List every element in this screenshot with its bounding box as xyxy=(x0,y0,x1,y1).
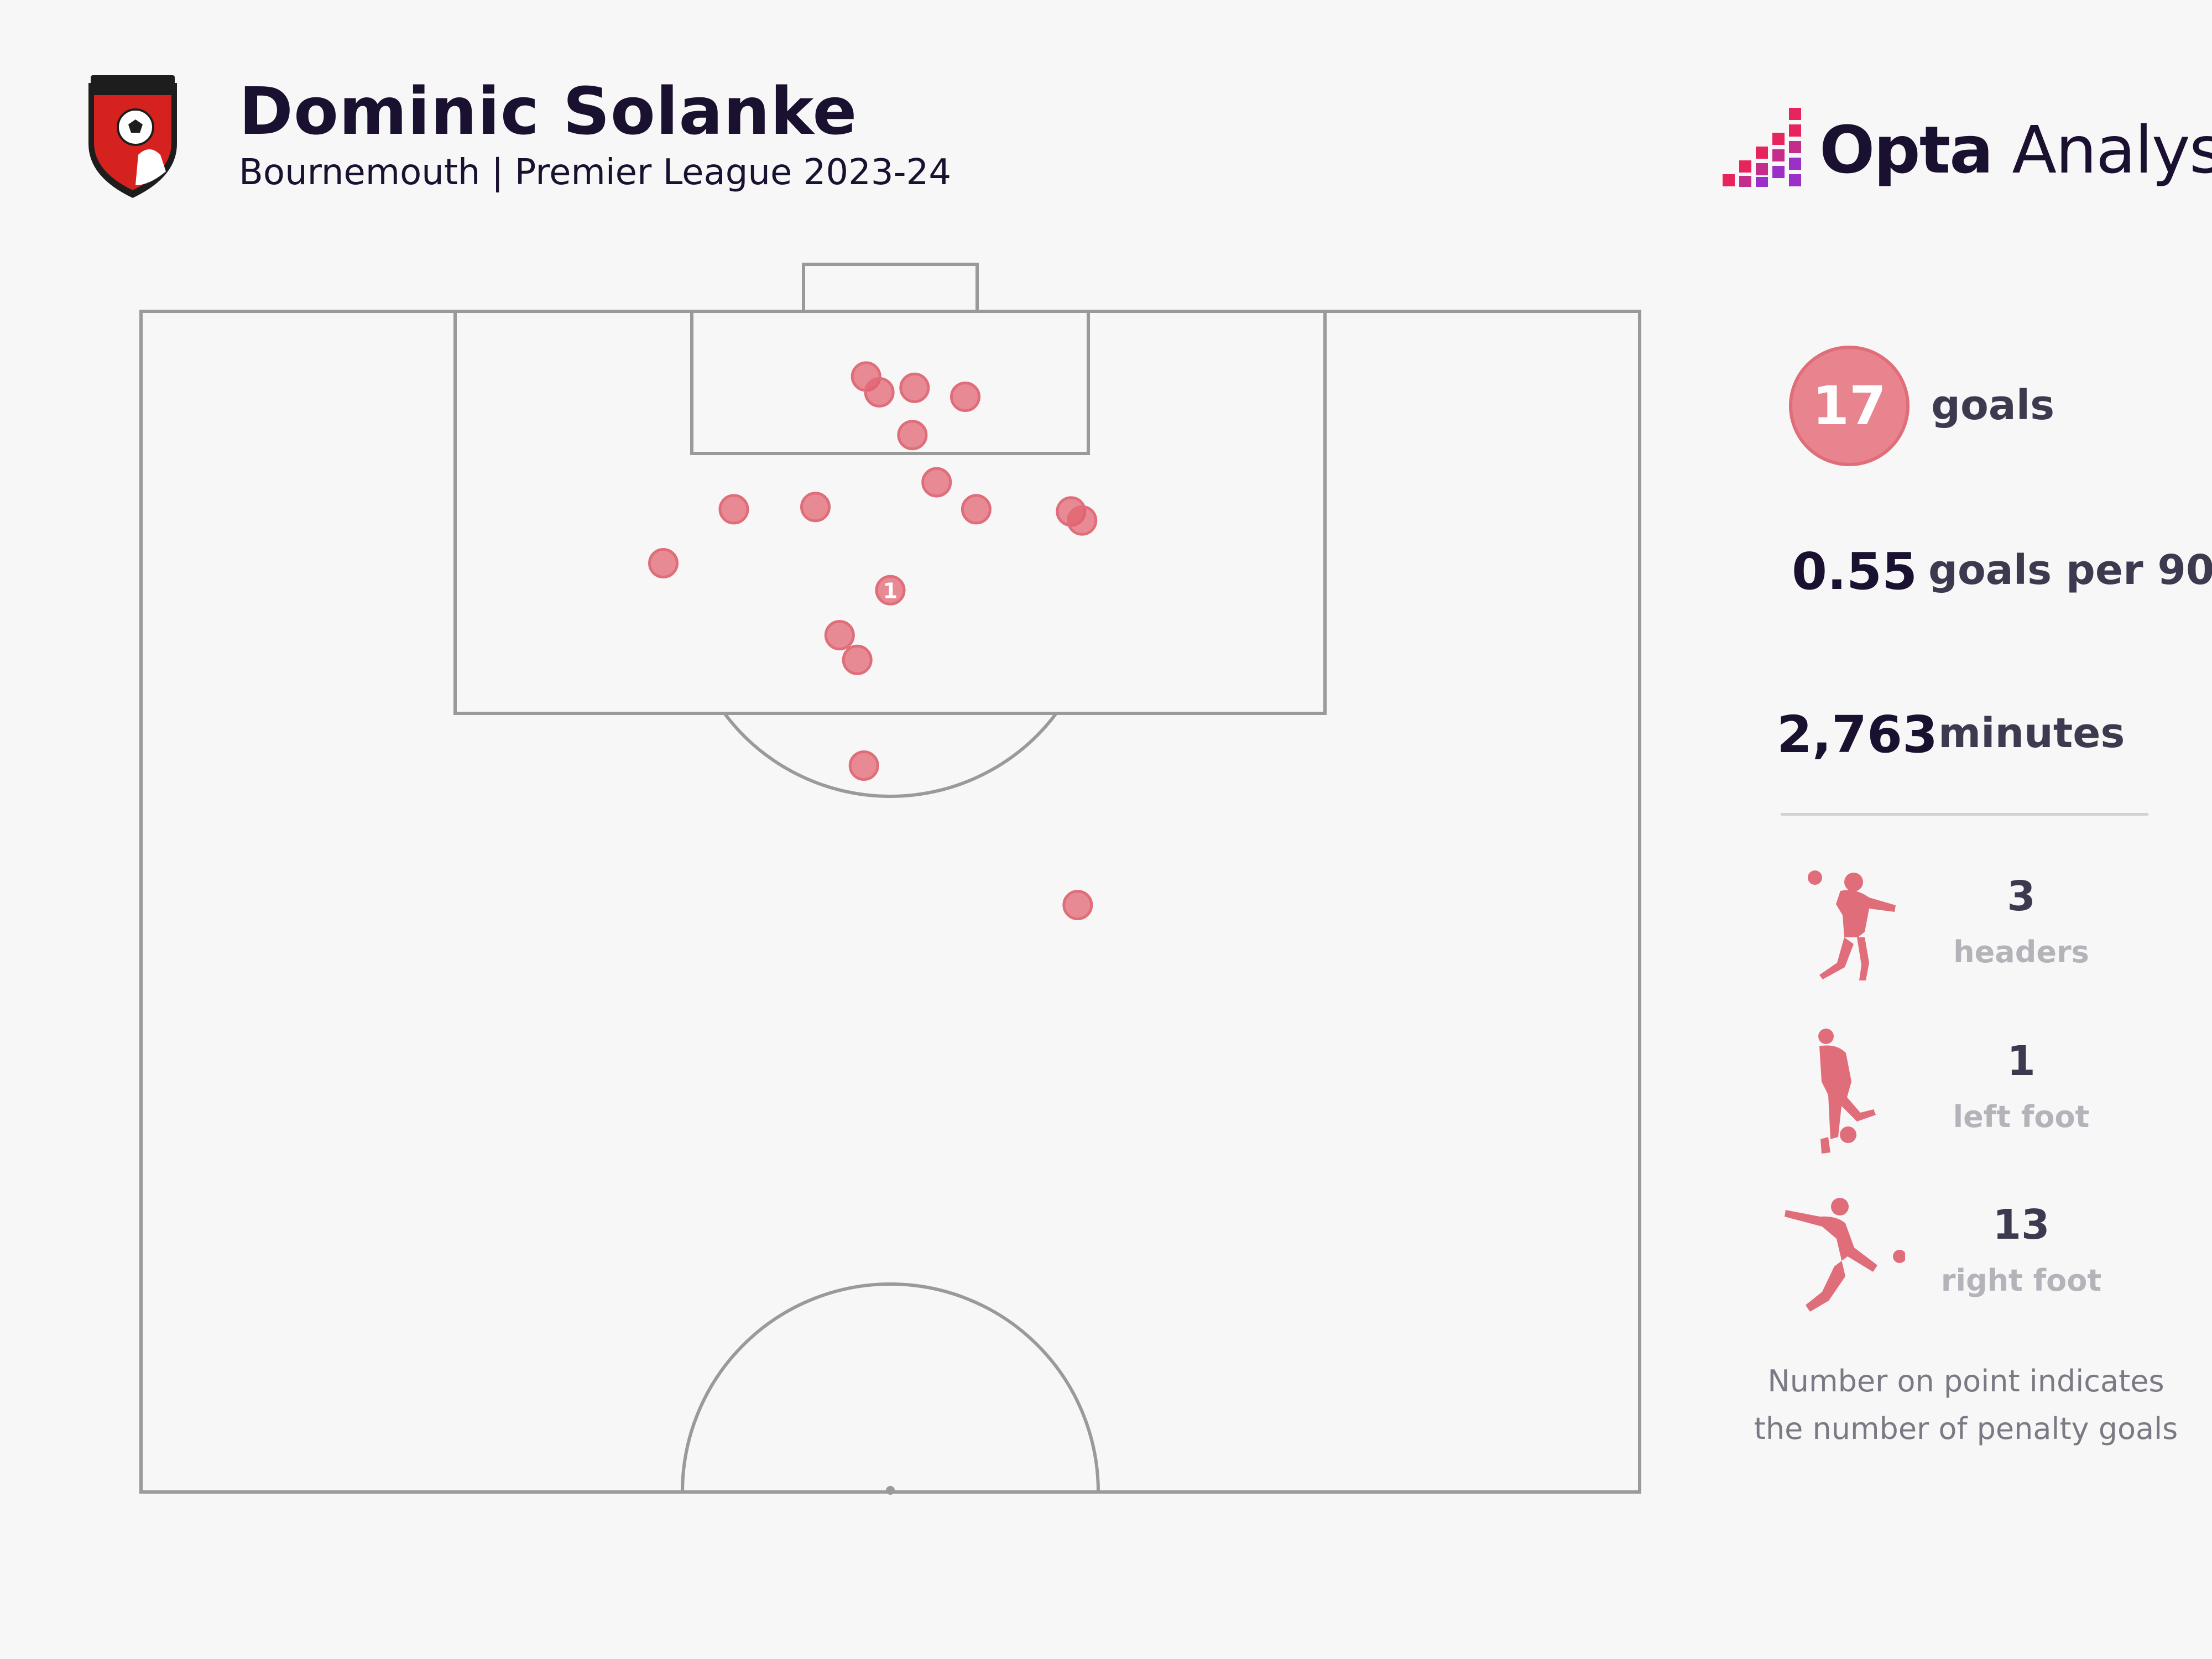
shot-point xyxy=(899,372,930,403)
header-icon xyxy=(1808,870,1896,980)
pitch-lines xyxy=(139,263,1641,1494)
shot-point xyxy=(800,492,831,523)
shot-point xyxy=(1067,505,1098,536)
shot-point xyxy=(848,750,879,781)
shot-point xyxy=(897,420,928,451)
page-title: Dominic Solanke xyxy=(239,73,858,149)
right-foot-label: right foot xyxy=(1940,1263,2102,1298)
shot-point xyxy=(921,467,952,498)
headers-label: headers xyxy=(1953,935,2089,969)
footnote-line-2: the number of penalty goals xyxy=(1754,1411,2178,1446)
shot-point xyxy=(842,644,873,675)
shot-point xyxy=(864,377,895,408)
shot-point xyxy=(875,575,906,606)
club-crest-logo xyxy=(88,75,177,198)
goals-count-badge: 17 xyxy=(1789,346,1910,466)
centre-spot xyxy=(886,1486,895,1495)
penalty-goal-label: 1 xyxy=(883,578,898,603)
left-foot-count: 1 xyxy=(2007,1037,2036,1085)
right-foot-icon xyxy=(1785,1198,1905,1312)
right-foot-count: 13 xyxy=(1992,1201,2050,1249)
goals-per-90-label: goals per 90 xyxy=(1928,546,2212,594)
pitch-outline xyxy=(139,310,1641,1494)
page-subtitle: Bournemouth | Premier League 2023-24 xyxy=(239,152,952,193)
opta-logo-icon xyxy=(1723,108,1801,187)
footnote-line-1: Number on point indicates xyxy=(1767,1364,2164,1399)
shot-point xyxy=(718,494,749,525)
minutes-label: minutes xyxy=(1938,709,2125,757)
brand-name: Opta Analyst xyxy=(1819,112,2212,188)
shot-point xyxy=(950,382,980,412)
shot-points: 1 xyxy=(648,361,1098,921)
penalty-box xyxy=(453,310,1327,715)
goals-per-90-value: 0.55 xyxy=(1792,542,1917,601)
penalty-arc xyxy=(723,712,1058,798)
goal xyxy=(802,263,979,313)
stats-divider xyxy=(1781,813,2148,816)
shot-point xyxy=(824,620,855,651)
left-foot-label: left foot xyxy=(1953,1099,2090,1134)
shot-point xyxy=(1062,890,1093,921)
left-foot-icon xyxy=(1818,1029,1876,1154)
shot-map: 1 xyxy=(139,263,1641,1495)
goals-label: goals xyxy=(1931,382,2055,429)
shot-point xyxy=(961,494,992,525)
centre-circle xyxy=(681,1282,1100,1493)
penalty-footnote: Number on point indicates the number of … xyxy=(1725,1358,2206,1453)
minutes-value: 2,763 xyxy=(1777,705,1938,764)
shot-point xyxy=(648,548,679,578)
headers-count: 3 xyxy=(2007,873,2036,920)
